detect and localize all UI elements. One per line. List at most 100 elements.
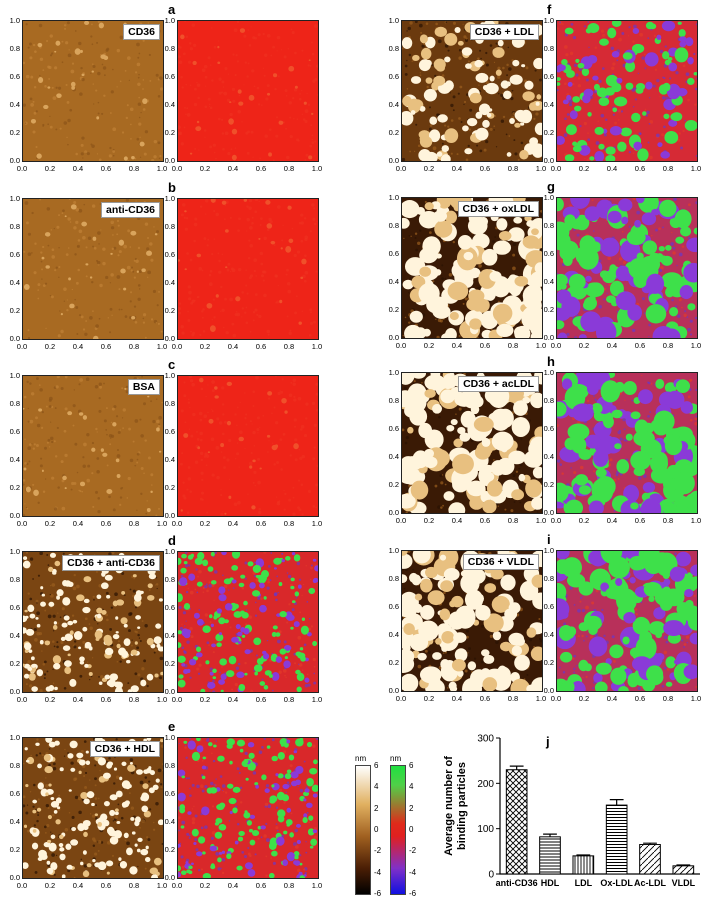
y-tick-label: 0.4 — [543, 630, 554, 639]
x-tick-label: 0.8 — [128, 881, 140, 890]
x-tick-label: 0.0 — [395, 164, 407, 173]
x-tick-label: 0.6 — [479, 164, 491, 173]
afm-phase-image — [177, 551, 319, 693]
y-tick-label: 0.8 — [164, 575, 175, 584]
x-tick-label: 1.0 — [311, 519, 323, 528]
error-bar — [676, 864, 691, 866]
height-colorbar — [355, 765, 371, 895]
x-tick-label: 0.6 — [255, 342, 267, 351]
y-tick-label: 0.8 — [164, 222, 175, 231]
x-tick-label: 0.2 — [578, 341, 590, 350]
y-tick-label: 0.0 — [164, 334, 175, 343]
colorbar-tick: 0 — [409, 825, 414, 834]
y-tick-label: 0.2 — [388, 658, 399, 667]
x-tick-label: 0.6 — [100, 695, 112, 704]
x-tick-label: 0.6 — [255, 695, 267, 704]
x-tick-label: 0.2 — [44, 695, 56, 704]
x-tick-label: 1.0 — [311, 342, 323, 351]
y-tick-label: 0.4 — [164, 631, 175, 640]
y-tick-label: 0.4 — [9, 455, 20, 464]
x-tick-label: 0.2 — [578, 516, 590, 525]
y-tick-label: 0.0 — [388, 156, 399, 165]
y-tick-label: 300 — [477, 734, 494, 745]
x-tick-label: 0.8 — [662, 164, 674, 173]
x-tick-label: 1.0 — [311, 881, 323, 890]
x-category-label: Ox-LDL — [600, 878, 633, 888]
y-tick-label: 0.6 — [388, 72, 399, 81]
x-tick-label: 0.6 — [100, 164, 112, 173]
x-tick-label: 0.0 — [171, 695, 183, 704]
x-tick-label: 0.6 — [479, 694, 491, 703]
afm-phase-image — [177, 737, 319, 879]
panel-letter: e — [168, 719, 176, 734]
x-tick-label: 1.0 — [690, 164, 702, 173]
y-tick-label: 0.0 — [9, 334, 20, 343]
y-tick-label: 0.4 — [388, 452, 399, 461]
x-tick-label: 0.4 — [606, 516, 618, 525]
y-tick-label: 0.8 — [9, 399, 20, 408]
x-tick-label: 1.0 — [311, 164, 323, 173]
y-tick-label: 0.2 — [164, 845, 175, 854]
y-tick-label: 0.2 — [164, 306, 175, 315]
x-tick-label: 0.2 — [423, 341, 435, 350]
x-tick-label: 1.0 — [156, 519, 168, 528]
y-tick-label: 0.0 — [164, 511, 175, 520]
y-tick-label: 0.6 — [543, 249, 554, 258]
bar — [572, 855, 595, 875]
y-tick-label: 0.4 — [543, 100, 554, 109]
y-tick-label: 0.6 — [543, 424, 554, 433]
y-axis-label: Average number ofbinding particles — [443, 756, 468, 856]
x-tick-label: 0.8 — [128, 695, 140, 704]
x-tick-label: 1.0 — [311, 695, 323, 704]
y-tick-label: 0.4 — [164, 817, 175, 826]
afm-phase-image — [177, 198, 319, 340]
y-tick-label: 1.0 — [388, 16, 399, 25]
colorbar-unit: nm — [390, 754, 402, 763]
x-tick-label: 0.8 — [662, 516, 674, 525]
colorbar-tick: 6 — [409, 761, 414, 770]
x-tick-label: 0.4 — [227, 342, 239, 351]
colorbar-tick: -2 — [409, 846, 417, 856]
panel-letter: i — [547, 532, 551, 547]
colorbar-tick: 2 — [409, 803, 414, 813]
colorbar-tick: 2 — [374, 803, 379, 813]
x-tick-label: 0.8 — [128, 519, 140, 528]
afm-height-image — [22, 551, 164, 693]
panel-letter: a — [168, 2, 176, 17]
x-tick-label: 0.0 — [16, 519, 28, 528]
x-tick-label: 0.8 — [128, 342, 140, 351]
y-tick-label: 1.0 — [164, 371, 175, 380]
x-tick-label: 0.4 — [72, 695, 84, 704]
afm-phase-image — [556, 550, 698, 692]
x-tick-label: 0.8 — [283, 164, 295, 173]
y-tick-label: 0.2 — [164, 659, 175, 668]
y-tick-label: 0.2 — [9, 483, 20, 492]
y-tick-label: 0.8 — [9, 44, 20, 53]
x-tick-label: 0.8 — [283, 519, 295, 528]
x-category-label: VLDL — [672, 878, 696, 888]
x-tick-label: 0.8 — [283, 695, 295, 704]
x-tick-label: 0.8 — [662, 341, 674, 350]
y-tick-label: 0.4 — [388, 277, 399, 286]
y-tick-label: 0.6 — [9, 789, 20, 798]
x-tick-label: 0.2 — [44, 881, 56, 890]
colorbar-tick: 6 — [374, 761, 379, 770]
colorbar-tick: -2 — [374, 846, 382, 856]
panel-sample-label: CD36 + acLDL — [458, 376, 539, 392]
x-tick-label: 0.0 — [395, 341, 407, 350]
y-tick-label: 0.8 — [388, 396, 399, 405]
y-tick-label: 0.6 — [164, 72, 175, 81]
x-tick-label: 0.4 — [606, 694, 618, 703]
x-tick-label: 0.2 — [44, 164, 56, 173]
x-tick-label: 0.4 — [451, 341, 463, 350]
y-tick-label: 0.0 — [164, 687, 175, 696]
panel-sample-label: CD36 — [123, 24, 160, 40]
y-tick-label: 0.2 — [9, 128, 20, 137]
afm-height-image — [22, 737, 164, 879]
panel-letter: j — [545, 734, 550, 749]
y-tick-label: 0.4 — [164, 278, 175, 287]
y-tick-label: 0.2 — [543, 658, 554, 667]
y-tick-label: 0.0 — [9, 156, 20, 165]
x-tick-label: 0.4 — [227, 164, 239, 173]
y-tick-label: 0.2 — [164, 483, 175, 492]
